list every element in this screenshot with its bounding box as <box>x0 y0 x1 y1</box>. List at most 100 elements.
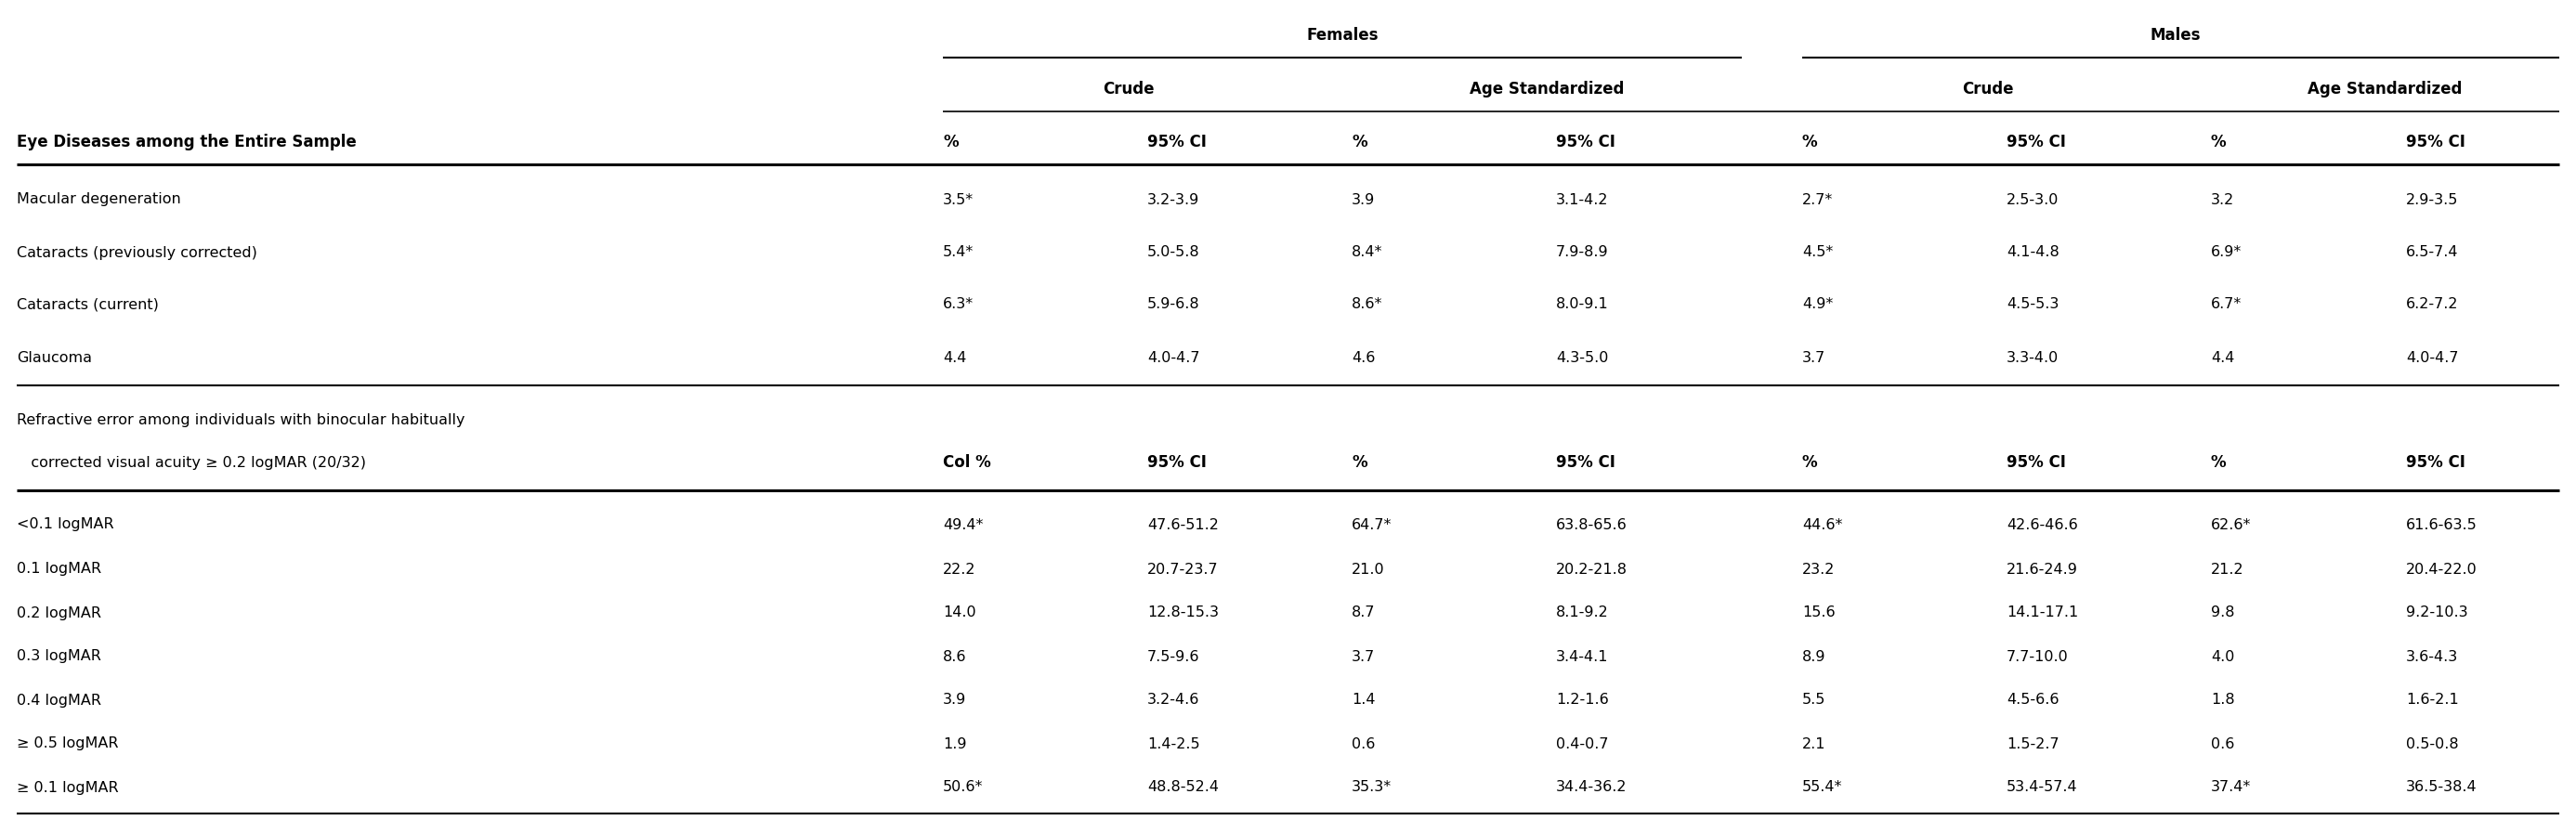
Text: 4.0-4.7: 4.0-4.7 <box>2406 351 2458 365</box>
Text: 0.6: 0.6 <box>2210 737 2233 751</box>
Text: 4.0: 4.0 <box>2210 649 2233 663</box>
Text: 6.9*: 6.9* <box>2210 246 2241 260</box>
Text: 4.3-5.0: 4.3-5.0 <box>1556 351 1607 365</box>
Text: 8.6*: 8.6* <box>1352 298 1383 312</box>
Text: 3.9: 3.9 <box>1352 193 1376 207</box>
Text: 3.2: 3.2 <box>2210 193 2233 207</box>
Text: 61.6-63.5: 61.6-63.5 <box>2406 517 2478 531</box>
Text: 4.0-4.7: 4.0-4.7 <box>1146 351 1200 365</box>
Text: 7.9-8.9: 7.9-8.9 <box>1556 246 1607 260</box>
Text: 5.0-5.8: 5.0-5.8 <box>1146 246 1200 260</box>
Text: 5.5: 5.5 <box>1803 693 1826 707</box>
Text: 3.7: 3.7 <box>1803 351 1826 365</box>
Text: 1.2-1.6: 1.2-1.6 <box>1556 693 1610 707</box>
Text: 8.9: 8.9 <box>1803 649 1826 663</box>
Text: Macular degeneration: Macular degeneration <box>15 193 180 207</box>
Text: 2.7*: 2.7* <box>1803 193 1834 207</box>
Text: Females: Females <box>1306 27 1378 43</box>
Text: 4.9*: 4.9* <box>1803 298 1834 312</box>
Text: 3.7: 3.7 <box>1352 649 1376 663</box>
Text: Cataracts (current): Cataracts (current) <box>15 298 160 312</box>
Text: 2.5-3.0: 2.5-3.0 <box>2007 193 2058 207</box>
Text: 2.1: 2.1 <box>1803 737 1826 751</box>
Text: 4.1-4.8: 4.1-4.8 <box>2007 246 2058 260</box>
Text: 95% CI: 95% CI <box>1556 134 1615 150</box>
Text: Eye Diseases among the Entire Sample: Eye Diseases among the Entire Sample <box>15 134 355 150</box>
Text: 53.4-57.4: 53.4-57.4 <box>2007 781 2079 795</box>
Text: Age Standardized: Age Standardized <box>1468 81 1623 98</box>
Text: 6.2-7.2: 6.2-7.2 <box>2406 298 2458 312</box>
Text: 5.9-6.8: 5.9-6.8 <box>1146 298 1200 312</box>
Text: 4.5*: 4.5* <box>1803 246 1834 260</box>
Text: 8.0-9.1: 8.0-9.1 <box>1556 298 1610 312</box>
Text: <0.1 logMAR: <0.1 logMAR <box>15 517 113 531</box>
Text: 95% CI: 95% CI <box>2007 134 2066 150</box>
Text: 3.3-4.0: 3.3-4.0 <box>2007 351 2058 365</box>
Text: 8.1-9.2: 8.1-9.2 <box>1556 606 1610 620</box>
Text: 23.2: 23.2 <box>1803 563 1834 576</box>
Text: ≥ 0.5 logMAR: ≥ 0.5 logMAR <box>15 737 118 751</box>
Text: 0.1 logMAR: 0.1 logMAR <box>15 563 100 576</box>
Text: 0.6: 0.6 <box>1352 737 1376 751</box>
Text: 21.6-24.9: 21.6-24.9 <box>2007 563 2079 576</box>
Text: 4.6: 4.6 <box>1352 351 1376 365</box>
Text: %: % <box>943 134 958 150</box>
Text: 21.2: 21.2 <box>2210 563 2244 576</box>
Text: Crude: Crude <box>1103 81 1154 98</box>
Text: 22.2: 22.2 <box>943 563 976 576</box>
Text: 48.8-52.4: 48.8-52.4 <box>1146 781 1218 795</box>
Text: 55.4*: 55.4* <box>1803 781 1842 795</box>
Text: Crude: Crude <box>1963 81 2014 98</box>
Text: corrected visual acuity ≥ 0.2 logMAR (20/32): corrected visual acuity ≥ 0.2 logMAR (20… <box>15 455 366 469</box>
Text: 14.0: 14.0 <box>943 606 976 620</box>
Text: 15.6: 15.6 <box>1803 606 1834 620</box>
Text: 95% CI: 95% CI <box>1556 454 1615 471</box>
Text: 62.6*: 62.6* <box>2210 517 2251 531</box>
Text: 20.7-23.7: 20.7-23.7 <box>1146 563 1218 576</box>
Text: 1.4-2.5: 1.4-2.5 <box>1146 737 1200 751</box>
Text: %: % <box>1803 134 1819 150</box>
Text: 7.5-9.6: 7.5-9.6 <box>1146 649 1200 663</box>
Text: 0.4-0.7: 0.4-0.7 <box>1556 737 1607 751</box>
Text: 1.5-2.7: 1.5-2.7 <box>2007 737 2058 751</box>
Text: 63.8-65.6: 63.8-65.6 <box>1556 517 1628 531</box>
Text: 1.8: 1.8 <box>2210 693 2236 707</box>
Text: 47.6-51.2: 47.6-51.2 <box>1146 517 1218 531</box>
Text: 5.4*: 5.4* <box>943 246 974 260</box>
Text: 8.4*: 8.4* <box>1352 246 1383 260</box>
Text: 4.5-5.3: 4.5-5.3 <box>2007 298 2058 312</box>
Text: 6.5-7.4: 6.5-7.4 <box>2406 246 2458 260</box>
Text: 95% CI: 95% CI <box>1146 454 1206 471</box>
Text: 3.4-4.1: 3.4-4.1 <box>1556 649 1607 663</box>
Text: 1.6-2.1: 1.6-2.1 <box>2406 693 2458 707</box>
Text: Glaucoma: Glaucoma <box>15 351 93 365</box>
Text: %: % <box>2210 454 2226 471</box>
Text: 37.4*: 37.4* <box>2210 781 2251 795</box>
Text: 95% CI: 95% CI <box>1146 134 1206 150</box>
Text: 1.9: 1.9 <box>943 737 966 751</box>
Text: 3.9: 3.9 <box>943 693 966 707</box>
Text: 0.2 logMAR: 0.2 logMAR <box>15 606 100 620</box>
Text: 12.8-15.3: 12.8-15.3 <box>1146 606 1218 620</box>
Text: 1.4: 1.4 <box>1352 693 1376 707</box>
Text: 6.7*: 6.7* <box>2210 298 2241 312</box>
Text: 0.3 logMAR: 0.3 logMAR <box>15 649 100 663</box>
Text: 4.5-6.6: 4.5-6.6 <box>2007 693 2058 707</box>
Text: 95% CI: 95% CI <box>2007 454 2066 471</box>
Text: 3.6-4.3: 3.6-4.3 <box>2406 649 2458 663</box>
Text: Col %: Col % <box>943 454 992 471</box>
Text: 42.6-46.6: 42.6-46.6 <box>2007 517 2079 531</box>
Text: 2.9-3.5: 2.9-3.5 <box>2406 193 2458 207</box>
Text: 34.4-36.2: 34.4-36.2 <box>1556 781 1628 795</box>
Text: 3.2-4.6: 3.2-4.6 <box>1146 693 1200 707</box>
Text: 3.2-3.9: 3.2-3.9 <box>1146 193 1200 207</box>
Text: 95% CI: 95% CI <box>2406 134 2465 150</box>
Text: %: % <box>1352 454 1368 471</box>
Text: 8.6: 8.6 <box>943 649 966 663</box>
Text: 7.7-10.0: 7.7-10.0 <box>2007 649 2069 663</box>
Text: 4.4: 4.4 <box>943 351 966 365</box>
Text: 20.2-21.8: 20.2-21.8 <box>1556 563 1628 576</box>
Text: Refractive error among individuals with binocular habitually: Refractive error among individuals with … <box>15 412 464 426</box>
Text: 6.3*: 6.3* <box>943 298 974 312</box>
Text: 9.2-10.3: 9.2-10.3 <box>2406 606 2468 620</box>
